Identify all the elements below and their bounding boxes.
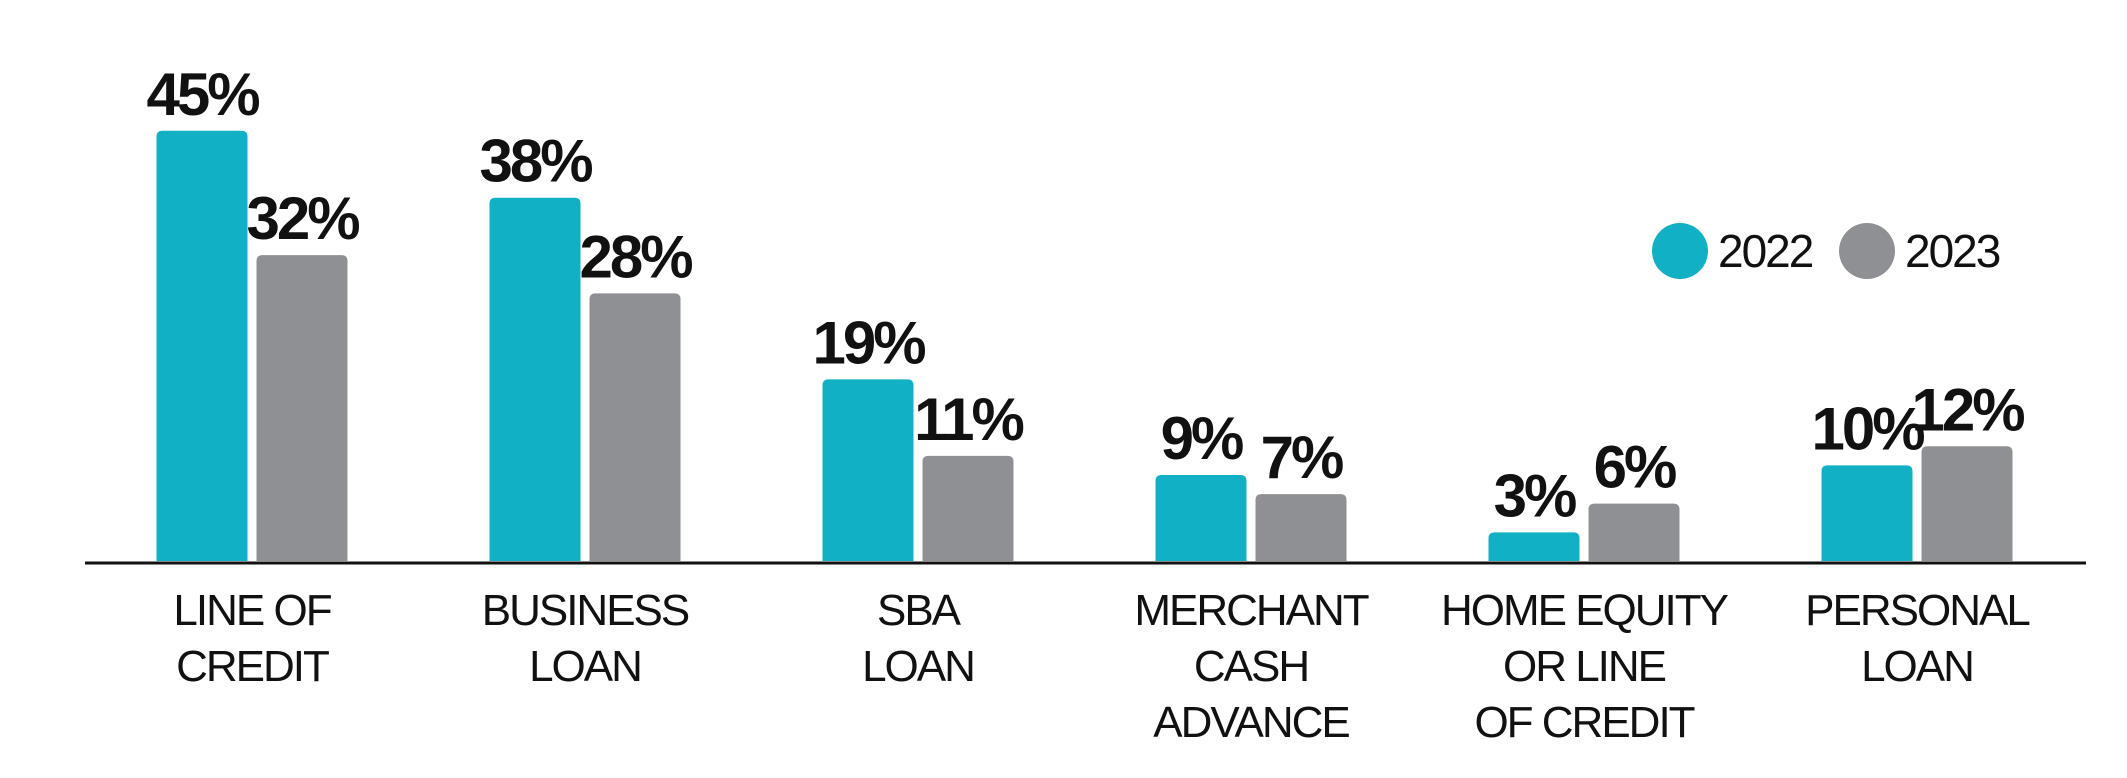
x-tick-label: LINE OF	[173, 586, 331, 635]
x-tick-label: SBA	[877, 586, 962, 635]
bar	[156, 130, 248, 562]
legend-marker	[1839, 223, 1895, 279]
data-label: 11%	[914, 386, 1023, 453]
bar	[489, 197, 581, 561]
bar	[1821, 465, 1913, 561]
legend-marker	[1652, 223, 1708, 279]
x-tick-label: CREDIT	[176, 642, 329, 691]
data-label: 9%	[1161, 405, 1243, 472]
x-tick-label: OR LINE	[1503, 642, 1666, 691]
data-label: 28%	[579, 223, 692, 290]
data-label: 6%	[1594, 434, 1676, 501]
data-label: 19%	[812, 309, 925, 376]
x-tick-label: OF CREDIT	[1474, 698, 1694, 747]
data-label: 10%	[1811, 395, 1924, 462]
data-label: 7%	[1261, 424, 1343, 491]
bar	[1921, 446, 2013, 561]
x-tick-label: PERSONAL	[1805, 586, 2030, 635]
bar	[589, 293, 681, 561]
data-label: 32%	[246, 185, 359, 252]
x-tick-label: LOAN	[1861, 642, 1973, 691]
bar	[1255, 494, 1347, 561]
legend-label: 2023	[1905, 225, 2000, 277]
data-label: 38%	[479, 128, 592, 195]
bar	[256, 255, 348, 561]
x-tick-label: BUSINESS	[482, 586, 689, 635]
legend-label: 2022	[1718, 225, 1813, 277]
data-label: 3%	[1494, 462, 1576, 529]
x-tick-label: CASH	[1194, 642, 1308, 691]
bar	[1155, 474, 1247, 561]
x-tick-label: LOAN	[862, 642, 974, 691]
bar	[1588, 503, 1680, 561]
bar	[922, 455, 1014, 561]
x-tick-label: ADVANCE	[1153, 698, 1349, 747]
data-label: 45%	[146, 61, 259, 128]
bar	[1488, 532, 1580, 561]
x-tick-label: LOAN	[529, 642, 641, 691]
x-tick-label: MERCHANT	[1134, 586, 1368, 635]
bar	[822, 379, 914, 561]
x-tick-label: HOME EQUITY	[1441, 586, 1729, 635]
data-label: 12%	[1911, 376, 2024, 443]
